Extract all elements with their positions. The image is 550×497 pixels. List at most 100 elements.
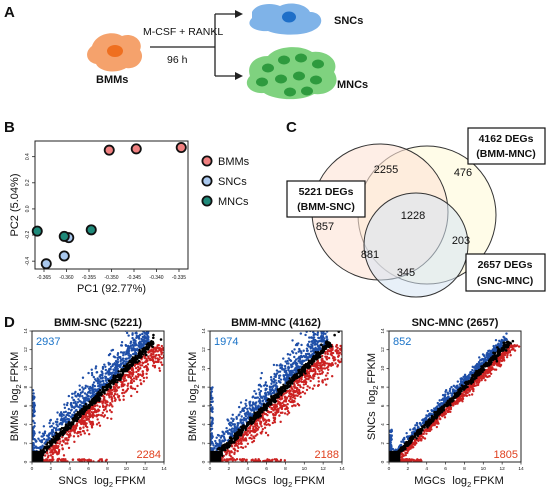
mnc-nucleus-icon <box>295 53 307 63</box>
deg-point-down <box>180 345 182 347</box>
deg-point-neutral <box>72 417 75 421</box>
deg-point-up <box>78 388 82 391</box>
deg-point-down <box>270 459 274 462</box>
pca-y-tick-label: -0.4 <box>25 257 31 266</box>
deg-point-down <box>82 423 86 426</box>
deg-point-up <box>244 413 247 417</box>
deg-point-up <box>50 424 54 428</box>
deg-point-down <box>97 413 100 417</box>
deg-point-down <box>154 350 157 353</box>
deg-point-neutral <box>284 386 287 390</box>
deg-point-down <box>308 370 311 373</box>
deg-point-down <box>339 348 342 352</box>
deg-y-tick-label: 4 <box>23 423 29 426</box>
deg-point-up <box>90 373 94 377</box>
deg-point-up <box>49 418 53 422</box>
deg-point-neutral <box>274 400 278 403</box>
deg-point-down <box>139 382 143 385</box>
deg-point-up <box>112 369 116 372</box>
deg-point-up <box>74 405 78 408</box>
deg-point-up <box>210 422 214 426</box>
deg-point-neutral <box>250 421 253 424</box>
deg-point-up <box>83 392 87 395</box>
deg-point-down <box>139 379 142 382</box>
deg-point-up <box>148 327 150 329</box>
deg-point-down <box>82 426 85 429</box>
deg-point-up <box>32 415 35 418</box>
deg-point-up <box>210 440 214 444</box>
deg-point-down <box>89 459 93 462</box>
deg-point-up <box>73 406 76 410</box>
deg-point-up <box>254 404 257 407</box>
deg-point-up <box>148 320 150 322</box>
panel-a: A BMMs M-CSF + RANKL 96 h SNCs <box>4 3 368 100</box>
deg-point-down <box>159 349 162 352</box>
deg-point-down <box>87 432 91 436</box>
deg-point-down <box>343 350 345 352</box>
deg-point-neutral <box>119 375 123 378</box>
deg-point-down <box>148 357 152 361</box>
deg-point-neutral <box>253 414 256 417</box>
deg-point-neutral <box>290 376 294 380</box>
deg-point-down <box>67 430 70 433</box>
deg-x-tick-label: 12 <box>320 466 326 472</box>
deg-point-down <box>58 442 61 445</box>
pca-x-tick-label: -0.355 <box>82 275 96 281</box>
deg-point-neutral <box>136 361 139 364</box>
deg-point-neutral <box>297 368 301 372</box>
mnc-nucleus-icon <box>262 63 274 73</box>
deg-point-down <box>332 359 336 362</box>
deg-point-up <box>100 373 104 377</box>
deg-point-up <box>144 324 146 326</box>
deg-point-up <box>309 350 313 353</box>
deg-point-down <box>160 356 164 360</box>
deg-point-down <box>113 392 117 396</box>
deg-point-up <box>325 336 328 339</box>
deg-point-down <box>279 458 283 462</box>
deg-point-up <box>324 324 326 326</box>
deg-point-down <box>106 392 110 395</box>
deg-point-up <box>293 355 296 359</box>
deg-point-up <box>281 368 284 371</box>
deg-point-down <box>280 396 284 400</box>
deg-point-up <box>62 414 65 417</box>
deg-point-down <box>335 343 339 347</box>
mnc-nuclei <box>256 53 324 97</box>
deg-point-neutral <box>260 408 263 411</box>
deg-point-down <box>136 384 139 388</box>
deg-x-tick-label: 14 <box>339 466 345 472</box>
deg-point-down <box>244 438 248 441</box>
deg-point-down <box>129 385 133 388</box>
deg-point-down <box>52 445 55 448</box>
deg-point-up <box>294 358 298 361</box>
deg-point-down <box>43 459 47 462</box>
deg-y-tick-label: 0 <box>201 460 207 463</box>
deg-point-neutral <box>303 371 306 374</box>
deg-point-down <box>275 405 278 408</box>
deg-point-down <box>268 459 272 462</box>
deg-point-down <box>154 360 157 363</box>
deg-point-up <box>324 318 326 320</box>
deg-point-up <box>32 444 36 447</box>
deg-point-down <box>157 353 161 357</box>
deg-point-down <box>349 348 351 350</box>
deg-point-neutral <box>276 392 279 396</box>
deg-point-up <box>389 441 392 444</box>
deg-point-up <box>77 398 80 401</box>
deg-point-up <box>442 397 446 401</box>
deg-point-up <box>92 381 96 384</box>
deg-point-down <box>305 369 309 373</box>
deg-point-up <box>296 343 299 347</box>
deg-point-down <box>311 387 315 390</box>
deg-point-up <box>322 319 324 321</box>
deg-point-up <box>309 345 312 349</box>
deg-point-down <box>272 408 276 411</box>
deg-point-up <box>66 401 69 405</box>
deg-point-down <box>110 392 114 396</box>
deg-point-neutral <box>82 407 85 411</box>
deg-point-up <box>228 432 231 435</box>
deg-point-down <box>297 404 301 407</box>
pca-point-sncs <box>40 258 52 270</box>
deg-point-neutral <box>149 344 153 347</box>
deg-point-neutral <box>239 428 242 432</box>
